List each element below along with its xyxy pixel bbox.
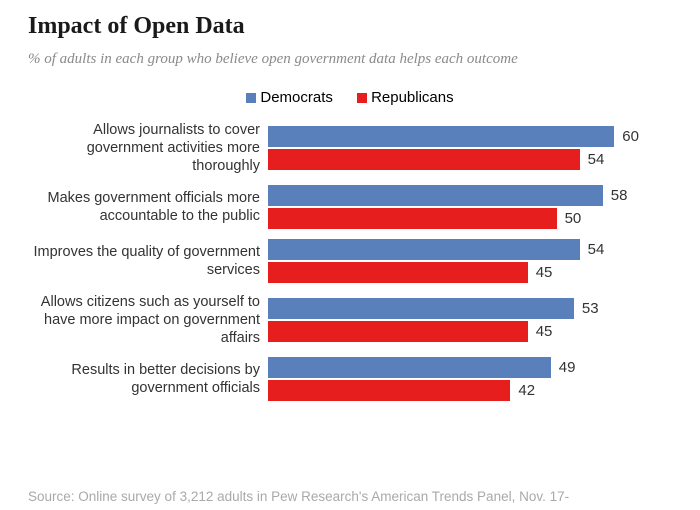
bar-wrap: 54 — [268, 239, 672, 260]
bar-chart: Allows journalists to cover government a… — [28, 121, 672, 402]
bar-wrap: 53 — [268, 298, 672, 319]
bar-value: 60 — [622, 128, 639, 145]
legend-item-democrats: Democrats — [246, 89, 333, 106]
bar — [268, 298, 574, 319]
legend-label-democrats: Democrats — [260, 89, 333, 106]
chart-title: Impact of Open Data — [28, 12, 672, 41]
bar-value: 45 — [536, 264, 553, 281]
legend-label-republicans: Republicans — [371, 89, 454, 106]
source-text: Source: Online survey of 3,212 adults in… — [28, 489, 672, 504]
bar-wrap: 50 — [268, 208, 672, 229]
bar-wrap: 58 — [268, 185, 672, 206]
bar-value: 58 — [611, 187, 628, 204]
bar-value: 42 — [518, 382, 535, 399]
bar — [268, 262, 528, 283]
row-label: Allows journalists to cover government a… — [28, 121, 268, 175]
row-bars: 60 54 — [268, 126, 672, 170]
chart-row: Results in better decisions by governmen… — [28, 357, 672, 401]
bar — [268, 380, 510, 401]
row-label: Makes government officials more accounta… — [28, 189, 268, 225]
bar-wrap: 54 — [268, 149, 672, 170]
bar — [268, 357, 551, 378]
bar — [268, 239, 580, 260]
chart-row: Improves the quality of government servi… — [28, 239, 672, 283]
bar — [268, 208, 557, 229]
bar-value: 45 — [536, 323, 553, 340]
bar-value: 50 — [565, 210, 582, 227]
chart-row: Allows citizens such as yourself to have… — [28, 293, 672, 347]
bar — [268, 185, 603, 206]
bar — [268, 321, 528, 342]
row-bars: 53 45 — [268, 298, 672, 342]
bar-value: 49 — [559, 359, 576, 376]
bar-value: 53 — [582, 300, 599, 317]
bar-value: 54 — [588, 241, 605, 258]
bar-wrap: 45 — [268, 262, 672, 283]
row-bars: 49 42 — [268, 357, 672, 401]
bar-value: 54 — [588, 151, 605, 168]
legend-swatch-democrats — [246, 93, 256, 103]
legend: Democrats Republicans — [28, 89, 672, 107]
bar — [268, 126, 614, 147]
row-bars: 58 50 — [268, 185, 672, 229]
chart-subtitle: % of adults in each group who believe op… — [28, 49, 672, 69]
chart-row: Allows journalists to cover government a… — [28, 121, 672, 175]
bar — [268, 149, 580, 170]
row-bars: 54 45 — [268, 239, 672, 283]
row-label: Allows citizens such as yourself to have… — [28, 293, 268, 347]
bar-wrap: 60 — [268, 126, 672, 147]
row-label: Improves the quality of government servi… — [28, 243, 268, 279]
chart-row: Makes government officials more accounta… — [28, 185, 672, 229]
legend-swatch-republicans — [357, 93, 367, 103]
bar-wrap: 49 — [268, 357, 672, 378]
row-label: Results in better decisions by governmen… — [28, 361, 268, 397]
bar-wrap: 42 — [268, 380, 672, 401]
legend-item-republicans: Republicans — [357, 89, 454, 106]
bar-wrap: 45 — [268, 321, 672, 342]
